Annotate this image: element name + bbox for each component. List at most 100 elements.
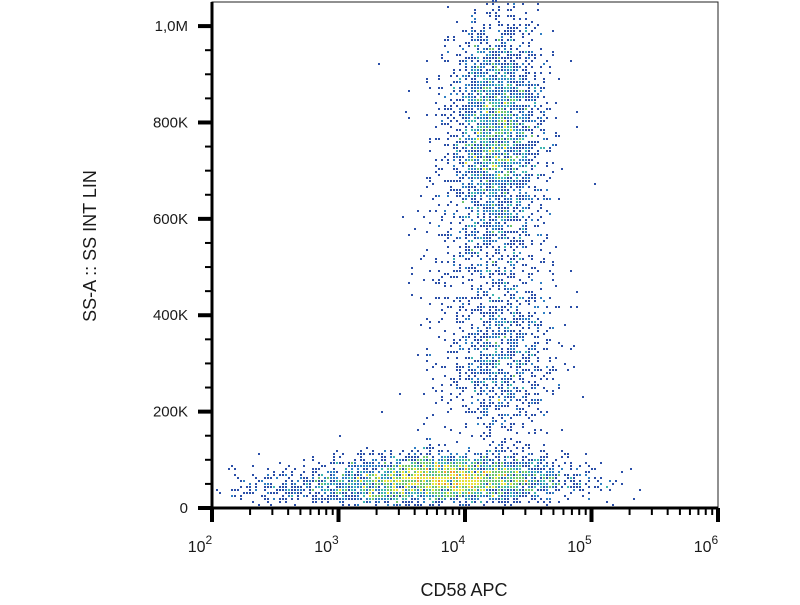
event-dot bbox=[507, 174, 509, 176]
event-dot bbox=[474, 225, 476, 227]
event-dot bbox=[501, 501, 503, 503]
event-dot bbox=[498, 114, 500, 116]
event-dot bbox=[543, 387, 545, 389]
event-dot bbox=[525, 108, 527, 110]
event-dot bbox=[498, 9, 500, 11]
event-dot bbox=[465, 90, 467, 92]
event-dot bbox=[549, 486, 551, 488]
event-dot bbox=[507, 351, 509, 353]
event-dot bbox=[477, 117, 479, 119]
event-dot bbox=[501, 69, 503, 71]
event-dot bbox=[510, 330, 512, 332]
event-dot bbox=[519, 252, 521, 254]
event-dot bbox=[339, 480, 341, 482]
event-dot bbox=[585, 462, 587, 464]
event-dot bbox=[513, 105, 515, 107]
event-dot bbox=[492, 462, 494, 464]
event-dot bbox=[513, 63, 515, 65]
event-dot bbox=[393, 492, 395, 494]
event-dot bbox=[444, 180, 446, 182]
event-dot bbox=[495, 138, 497, 140]
event-dot bbox=[477, 360, 479, 362]
event-dot bbox=[417, 483, 419, 485]
event-dot bbox=[558, 135, 560, 137]
event-dot bbox=[513, 276, 515, 278]
event-dot bbox=[477, 246, 479, 248]
event-dot bbox=[438, 444, 440, 446]
event-dot bbox=[447, 237, 449, 239]
event-dot bbox=[537, 483, 539, 485]
event-dot bbox=[345, 486, 347, 488]
event-dot bbox=[501, 105, 503, 107]
event-dot bbox=[468, 369, 470, 371]
event-dot bbox=[531, 402, 533, 404]
event-dot bbox=[501, 372, 503, 374]
event-dot bbox=[444, 366, 446, 368]
event-dot bbox=[483, 405, 485, 407]
event-dot bbox=[411, 495, 413, 497]
event-dot bbox=[450, 99, 452, 101]
event-dot bbox=[354, 492, 356, 494]
event-dot bbox=[516, 63, 518, 65]
event-dot bbox=[561, 429, 563, 431]
event-dot bbox=[555, 369, 557, 371]
event-dot bbox=[492, 174, 494, 176]
event-dot bbox=[384, 477, 386, 479]
event-dot bbox=[441, 462, 443, 464]
event-dot bbox=[483, 144, 485, 146]
event-dot bbox=[573, 486, 575, 488]
event-dot bbox=[507, 462, 509, 464]
event-dot bbox=[525, 72, 527, 74]
event-dot bbox=[531, 96, 533, 98]
event-dot bbox=[402, 465, 404, 467]
event-dot bbox=[495, 222, 497, 224]
event-dot bbox=[504, 219, 506, 221]
event-dot bbox=[489, 486, 491, 488]
event-dot bbox=[498, 210, 500, 212]
event-dot bbox=[522, 483, 524, 485]
event-dot bbox=[519, 123, 521, 125]
event-dot bbox=[480, 273, 482, 275]
event-dot bbox=[291, 471, 293, 473]
event-dot bbox=[420, 459, 422, 461]
event-dot bbox=[387, 480, 389, 482]
event-dot bbox=[411, 468, 413, 470]
event-dot bbox=[513, 18, 515, 20]
event-dot bbox=[366, 474, 368, 476]
event-dot bbox=[507, 168, 509, 170]
event-dot bbox=[441, 123, 443, 125]
event-dot bbox=[528, 105, 530, 107]
event-dot bbox=[513, 483, 515, 485]
event-dot bbox=[477, 366, 479, 368]
event-dot bbox=[465, 243, 467, 245]
event-dot bbox=[525, 27, 527, 29]
event-dot bbox=[510, 489, 512, 491]
event-dot bbox=[543, 63, 545, 65]
event-dot bbox=[501, 312, 503, 314]
event-dot bbox=[492, 402, 494, 404]
event-dot bbox=[477, 309, 479, 311]
event-dot bbox=[438, 234, 440, 236]
event-dot bbox=[492, 417, 494, 419]
event-dot bbox=[489, 240, 491, 242]
event-dot bbox=[525, 351, 527, 353]
event-dot bbox=[471, 21, 473, 23]
event-dot bbox=[585, 483, 587, 485]
event-dot bbox=[480, 75, 482, 77]
event-dot bbox=[480, 264, 482, 266]
event-dot bbox=[510, 45, 512, 47]
event-dot bbox=[564, 324, 566, 326]
event-dot bbox=[465, 501, 467, 503]
event-dot bbox=[369, 465, 371, 467]
event-dot bbox=[468, 45, 470, 47]
event-dot bbox=[492, 465, 494, 467]
event-dot bbox=[498, 282, 500, 284]
event-dot bbox=[528, 402, 530, 404]
event-dot bbox=[462, 75, 464, 77]
event-dot bbox=[468, 489, 470, 491]
event-dot bbox=[339, 486, 341, 488]
event-dot bbox=[513, 252, 515, 254]
event-dot bbox=[450, 75, 452, 77]
event-dot bbox=[507, 216, 509, 218]
event-dot bbox=[516, 186, 518, 188]
